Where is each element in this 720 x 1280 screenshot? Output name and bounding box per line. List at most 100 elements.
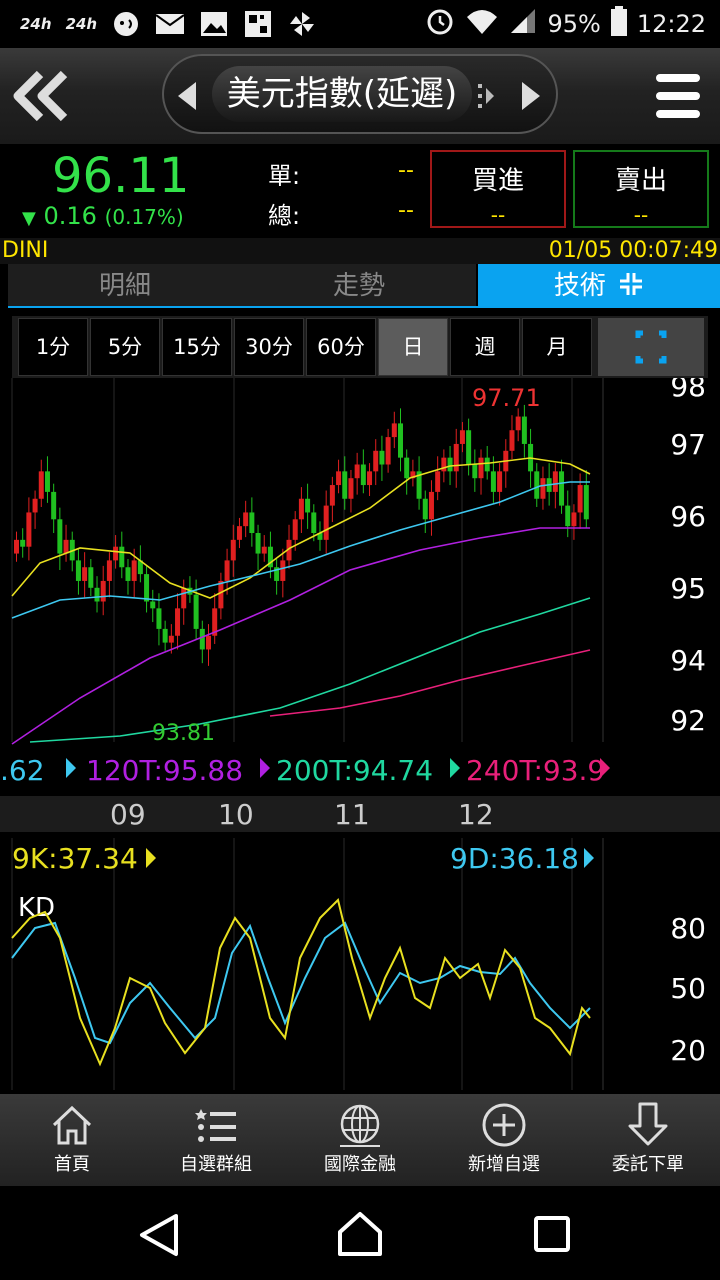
buy-button[interactable]: 買進 -- bbox=[430, 150, 566, 228]
menu-button[interactable] bbox=[654, 70, 704, 122]
period-month[interactable]: 月 bbox=[522, 318, 592, 376]
candle-body bbox=[181, 587, 187, 609]
clock: 12:22 bbox=[636, 10, 706, 38]
candle-body bbox=[63, 539, 69, 554]
fullscreen-button[interactable] bbox=[598, 318, 704, 376]
candle-body bbox=[280, 560, 286, 581]
alarm-icon bbox=[425, 6, 455, 42]
pinwheel-icon bbox=[287, 10, 317, 38]
candle-body bbox=[144, 574, 150, 602]
back-triangle-icon[interactable] bbox=[136, 1212, 186, 1258]
back-button[interactable] bbox=[8, 66, 72, 126]
candle-body bbox=[348, 478, 354, 499]
candle-body bbox=[32, 498, 38, 513]
hamburger-menu-icon bbox=[656, 74, 700, 118]
candle-body bbox=[199, 628, 205, 650]
candle-body bbox=[552, 471, 558, 492]
candle-body bbox=[20, 539, 26, 547]
nav-watchlist-groups[interactable]: 自選群組 bbox=[144, 1100, 288, 1184]
sell-button[interactable]: 賣出 -- bbox=[573, 150, 709, 228]
candle-body bbox=[459, 430, 465, 444]
candle-body bbox=[261, 546, 267, 554]
ma-legend-item: 200T:94.74 bbox=[276, 754, 433, 787]
candle-body bbox=[317, 533, 323, 540]
d-line bbox=[11, 921, 591, 1045]
candle-body bbox=[354, 464, 360, 479]
tab-technical[interactable]: 技術 bbox=[478, 264, 720, 308]
candle-body bbox=[441, 457, 447, 472]
candle-body bbox=[391, 423, 397, 438]
period-5min[interactable]: 5分 bbox=[90, 318, 160, 376]
ma-yellow-line bbox=[11, 457, 591, 599]
signal-icon bbox=[509, 7, 537, 41]
candle-body bbox=[255, 533, 261, 554]
candle-body bbox=[88, 567, 94, 588]
candle-body bbox=[119, 546, 125, 568]
candle-body bbox=[94, 587, 100, 602]
nav-add-watchlist[interactable]: 新增自選 bbox=[432, 1100, 576, 1184]
globe-icon bbox=[340, 1104, 380, 1147]
prev-symbol-button[interactable] bbox=[172, 76, 202, 116]
price-tick-label: 96 bbox=[670, 500, 706, 533]
candle-body bbox=[175, 608, 181, 636]
nav-home[interactable]: 首頁 bbox=[0, 1100, 144, 1184]
period-30min[interactable]: 30分 bbox=[234, 318, 304, 376]
candle-body bbox=[323, 505, 329, 540]
period-60min[interactable]: 60分 bbox=[306, 318, 376, 376]
candle-body bbox=[249, 512, 255, 533]
candle-body bbox=[75, 560, 81, 581]
fullscreen-icon bbox=[635, 330, 667, 364]
candle-body bbox=[38, 471, 44, 499]
tab-detail[interactable]: 明細 bbox=[8, 264, 242, 308]
period-week[interactable]: 週 bbox=[450, 318, 520, 376]
candle-body bbox=[106, 560, 112, 581]
candle-body bbox=[57, 519, 63, 554]
candle-body bbox=[515, 416, 521, 431]
list-icon bbox=[195, 1109, 236, 1142]
recents-square-icon[interactable] bbox=[532, 1214, 572, 1254]
candle-body bbox=[490, 471, 496, 492]
candle-body bbox=[416, 471, 422, 499]
price-tick-label: 94 bbox=[670, 644, 706, 677]
24h-icon: 24h bbox=[20, 15, 52, 33]
ma-legend-item: 240T:93.9 bbox=[466, 754, 605, 787]
price-change: ▼ 0.16 (0.17%) bbox=[22, 202, 184, 230]
candle-body bbox=[162, 628, 168, 643]
candle-body bbox=[478, 457, 484, 479]
date-tick-label: 11 bbox=[334, 798, 370, 831]
home-circle-icon[interactable] bbox=[334, 1210, 386, 1258]
period-15min[interactable]: 15分 bbox=[162, 318, 232, 376]
candle-body bbox=[311, 512, 317, 533]
candle-body bbox=[534, 471, 540, 499]
candle-body bbox=[212, 608, 218, 636]
candle-body bbox=[342, 471, 348, 499]
candle-body bbox=[329, 485, 335, 506]
app-header: 美元指數(延遲) bbox=[0, 48, 720, 144]
date-axis: 09 10 11 12 bbox=[110, 798, 494, 831]
candle-body bbox=[367, 471, 373, 486]
page-title[interactable]: 美元指數(延遲) bbox=[226, 74, 458, 114]
drag-handle-icon bbox=[476, 80, 498, 112]
period-1min[interactable]: 1分 bbox=[18, 318, 88, 376]
candle-body bbox=[447, 457, 453, 472]
d-value-label: 9D:36.18 bbox=[450, 842, 579, 875]
ma-legend-item: 120T:95.88 bbox=[86, 754, 243, 787]
k-line bbox=[11, 898, 591, 1067]
price-tick-label: 92 bbox=[670, 704, 706, 737]
candle-body bbox=[410, 471, 416, 479]
candle-body bbox=[360, 464, 366, 486]
period-day[interactable]: 日 bbox=[378, 318, 448, 376]
candle-body bbox=[422, 498, 428, 520]
candle-body bbox=[125, 567, 131, 581]
bottom-navigation: 首頁 自選群組 國際金融 新增自選 委託下單 bbox=[0, 1094, 720, 1186]
next-symbol-button[interactable] bbox=[516, 76, 546, 116]
tab-trend[interactable]: 走勢 bbox=[242, 264, 476, 308]
nav-place-order[interactable]: 委託下單 bbox=[576, 1100, 720, 1184]
chat-icon bbox=[111, 10, 141, 38]
candle-body bbox=[385, 437, 391, 465]
technical-chart[interactable]: 98 97 96 95 94 92 97.71 93.81 .62 120T:95.88 20… bbox=[0, 378, 720, 1094]
nav-international-finance[interactable]: 國際金融 bbox=[288, 1100, 432, 1184]
candle-body bbox=[484, 457, 490, 472]
candle-body bbox=[373, 450, 379, 472]
quote-panel: 96.11 ▼ 0.16 (0.17%) 單: -- 總: -- 買進 -- 賣… bbox=[0, 144, 720, 234]
